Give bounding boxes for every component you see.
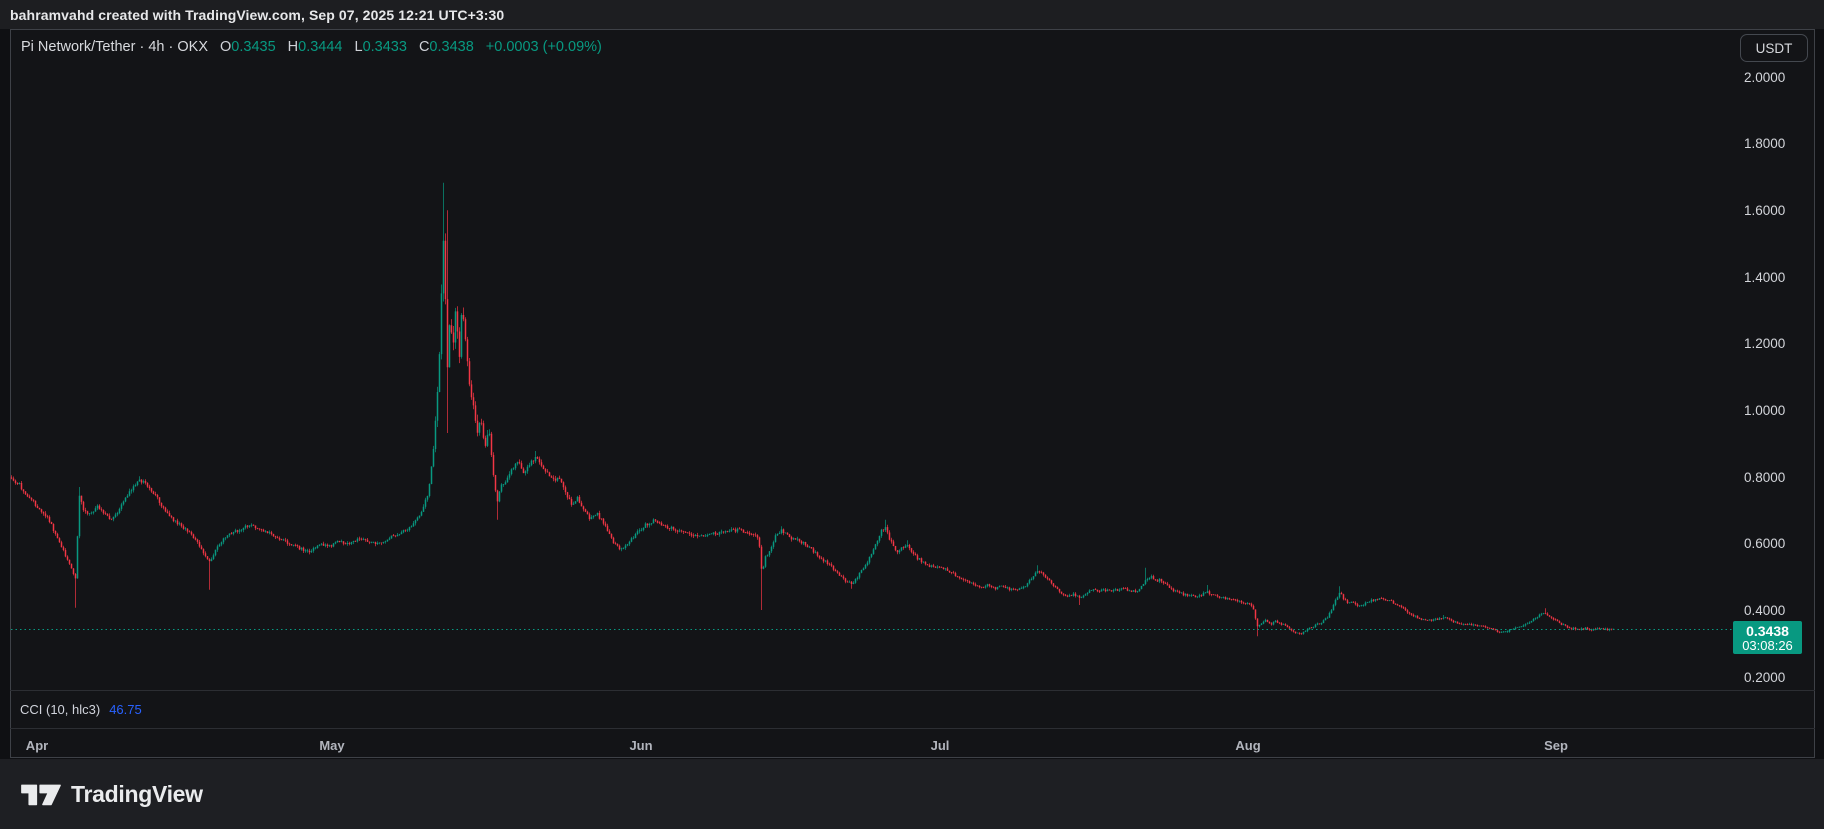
tradingview-logo-icon: [21, 784, 61, 805]
price-tick-label: 0.8000: [1744, 469, 1786, 485]
tradingview-logo[interactable]: TradingView: [20, 781, 203, 808]
indicator-title[interactable]: CCI (10, hlc3): [20, 702, 101, 717]
time-tick-label: Aug: [1235, 738, 1261, 753]
interval-label: 4h: [148, 39, 165, 55]
time-tick-label: Apr: [25, 738, 49, 753]
price-tick-label: 2.0000: [1744, 69, 1786, 85]
attribution-bar: bahramvahd created with TradingView.com,…: [0, 0, 1824, 29]
price-tick-label: 1.2000: [1744, 336, 1786, 352]
exchange-label: OKX: [177, 39, 209, 55]
price-tick-label: 0.4000: [1744, 602, 1786, 618]
pane-separator[interactable]: [10, 690, 1815, 691]
price-tick-label: 1.8000: [1744, 136, 1786, 152]
time-tick-label: May: [319, 738, 345, 753]
time-tick-label: Jun: [629, 738, 653, 753]
price-tick-label: 1.4000: [1744, 269, 1786, 285]
time-tick-label: Sep: [1544, 738, 1568, 753]
price-tick-label: 0.6000: [1744, 536, 1786, 552]
attribution-text: bahramvahd created with TradingView.com,…: [10, 6, 505, 23]
footer-bar: TradingView: [0, 759, 1824, 829]
time-axis-border: [10, 728, 1815, 729]
currency-unit-button[interactable]: USDT: [1740, 34, 1808, 62]
indicator-value: 46.75: [109, 702, 142, 717]
tradingview-logo-text: TradingView: [71, 780, 203, 807]
price-tick-label: 1.0000: [1744, 402, 1786, 418]
indicator-legend: CCI (10, hlc3) 46.75: [20, 702, 142, 717]
chart-frame: [10, 29, 1815, 758]
ohlc-high: H 0.3444: [287, 39, 343, 55]
ohlc-low: L 0.3433: [354, 39, 407, 55]
bar-close-countdown: 03:08:26: [1742, 637, 1793, 653]
last-price-line: [11, 629, 1733, 630]
ohlc-close: C 0.3438: [418, 39, 474, 55]
price-change: +0.0003 (+0.09%): [485, 39, 602, 55]
last-price-badge: 0.3438 03:08:26: [1733, 621, 1802, 654]
chart-legend: Pi Network/Tether · 4h · OKX O 0.3435 H 0.…: [21, 39, 602, 55]
time-tick-label: Jul: [930, 738, 950, 753]
price-tick-label: 1.6000: [1744, 202, 1786, 218]
symbol-title[interactable]: Pi Network/Tether · 4h · OKX: [21, 39, 209, 55]
last-price-value: 0.3438: [1746, 622, 1789, 639]
ohlc-open: O 0.3435: [220, 39, 276, 55]
price-tick-label: 0.2000: [1744, 669, 1786, 685]
